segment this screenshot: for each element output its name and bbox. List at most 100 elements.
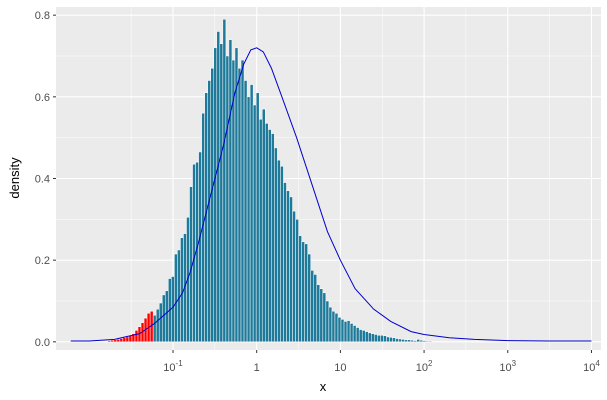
histogram-bar (252, 104, 257, 343)
histogram-bar (222, 19, 227, 343)
histogram-bar (355, 327, 360, 343)
histogram-bar (398, 338, 402, 343)
histogram-bar (368, 332, 372, 343)
x-tick-label: 10-1 (163, 359, 183, 374)
histogram-bar (207, 80, 211, 343)
histogram-bar-highlighted (122, 337, 127, 343)
histogram-bar (216, 31, 221, 343)
histogram-bar (340, 319, 345, 343)
histogram-bar (165, 290, 169, 343)
histogram-bar (162, 294, 166, 343)
histogram-bar (325, 300, 330, 343)
histogram-bar-highlighted (113, 339, 118, 343)
histogram-bar (295, 219, 299, 343)
histogram-bar (298, 235, 302, 343)
histogram-bar (171, 276, 175, 343)
histogram-bar (364, 331, 369, 343)
histogram-bar (228, 39, 233, 343)
histogram-bar-highlighted (128, 335, 133, 343)
histogram-bar (407, 339, 411, 343)
histogram-bar (343, 321, 348, 343)
y-tick-label: 0.8 (35, 10, 50, 22)
x-tick-label: 10 (334, 362, 346, 374)
histogram-bar (274, 147, 278, 343)
x-tick-label: 1 (254, 362, 260, 374)
y-tick-label: 0.2 (35, 255, 50, 267)
histogram-bar (316, 284, 321, 343)
histogram-bar (395, 338, 399, 343)
histogram-bar (249, 84, 254, 343)
histogram-bar (271, 133, 275, 343)
histogram-bar (377, 335, 381, 343)
y-tick-label: 0.6 (35, 92, 50, 104)
histogram-bar (322, 292, 327, 343)
histogram-bar-highlighted (134, 330, 139, 343)
histogram-bar (386, 336, 390, 343)
histogram-bar (404, 339, 408, 343)
histogram-bar (225, 55, 230, 343)
x-axis: 10-1 1 10 102 103 104 (163, 350, 600, 374)
histogram-bar (361, 330, 366, 343)
histogram-bar (210, 68, 215, 343)
histogram-bar-highlighted (125, 336, 130, 343)
histogram-bar (292, 210, 296, 343)
histogram-bar (392, 337, 396, 343)
histogram-bars (107, 19, 433, 343)
histogram-bar (258, 119, 263, 343)
density-curve (70, 47, 592, 342)
x-tick-label: 104 (583, 359, 600, 374)
histogram-bar (283, 182, 287, 343)
histogram-bar (383, 335, 387, 343)
histogram-bar-highlighted (116, 339, 121, 343)
histogram-bar (180, 237, 184, 343)
histogram-bar (422, 340, 427, 343)
histogram-bar (213, 47, 218, 343)
histogram-bar (158, 302, 163, 343)
histogram-bar (310, 270, 314, 343)
histogram-bar (328, 306, 333, 343)
histogram-bar-highlighted (107, 340, 111, 343)
histogram-bar (425, 340, 430, 343)
histogram-bar (174, 253, 178, 343)
histogram-bar (289, 196, 293, 343)
histogram-bar (280, 166, 284, 343)
histogram-bar (268, 129, 272, 343)
histogram-bar (261, 108, 266, 343)
x-tick-label: 103 (499, 359, 516, 374)
histogram-bar (419, 339, 424, 343)
histogram-bar (389, 337, 393, 343)
histogram-bar (416, 339, 421, 343)
histogram-bar (331, 310, 336, 343)
y-axis-title: density (7, 157, 22, 199)
histogram-bar (334, 313, 339, 343)
histogram-bar (255, 92, 260, 343)
histogram-bar (380, 335, 384, 343)
histogram-bar (219, 43, 224, 343)
histogram-bar (301, 241, 305, 343)
x-tick-label: 102 (416, 359, 433, 374)
histogram-bar (313, 274, 318, 343)
histogram-bar (246, 96, 251, 343)
histogram-bar (304, 243, 308, 343)
histogram-bar (277, 159, 281, 343)
histogram-bar (237, 68, 242, 343)
histogram-bar (349, 323, 354, 343)
histogram-bar (374, 334, 378, 343)
histogram-bar (307, 253, 311, 343)
histogram-bar (428, 340, 433, 343)
histogram-bar (352, 325, 357, 343)
histogram-bar (371, 333, 375, 343)
histogram-bar (152, 315, 157, 343)
y-tick-label: 0.4 (35, 174, 50, 186)
histogram-bar (240, 59, 245, 343)
y-axis: 0.0 0.2 0.4 0.6 0.8 (35, 10, 56, 349)
y-tick-label: 0.0 (35, 337, 50, 349)
histogram-bar (413, 340, 417, 343)
histogram-bar-highlighted (110, 339, 115, 343)
histogram-bar-highlighted (119, 338, 124, 343)
histogram-bar (319, 288, 324, 343)
histogram-bar (265, 123, 269, 343)
histogram-bar (346, 320, 351, 343)
histogram-bar (401, 339, 405, 343)
